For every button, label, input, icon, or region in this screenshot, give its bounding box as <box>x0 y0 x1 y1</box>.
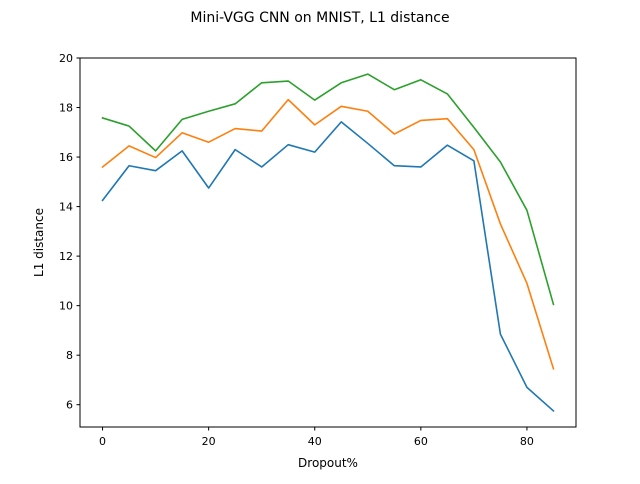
y-tick-label: 10 <box>59 300 73 313</box>
series-layer <box>101 73 555 413</box>
plot-frame <box>79 57 577 428</box>
x-tick-label: 0 <box>99 435 106 448</box>
y-tick-label: 14 <box>59 201 73 214</box>
y-tick-label: 12 <box>59 250 73 263</box>
y-tick-label: 6 <box>66 399 73 412</box>
y-tick-label: 20 <box>59 52 73 65</box>
y-tick-label: 16 <box>59 151 73 164</box>
x-tick-label: 40 <box>308 435 322 448</box>
y-axis: 6 8 10 12 14 16 18 20 <box>59 52 80 412</box>
y-tick-label: 18 <box>59 102 73 115</box>
series-line-1 <box>101 121 555 413</box>
x-axis-label: Dropout% <box>298 456 358 470</box>
x-tick-label: 20 <box>202 435 216 448</box>
x-axis: 0 20 40 60 80 <box>99 427 534 448</box>
series-line-2 <box>101 98 555 370</box>
series-line-3 <box>101 73 555 306</box>
x-tick-label: 80 <box>520 435 534 448</box>
x-tick-label: 60 <box>414 435 428 448</box>
chart-title: Mini-VGG CNN on MNIST, L1 distance <box>190 10 449 26</box>
y-axis-label: L1 distance <box>32 208 46 277</box>
y-tick-label: 8 <box>66 349 73 362</box>
